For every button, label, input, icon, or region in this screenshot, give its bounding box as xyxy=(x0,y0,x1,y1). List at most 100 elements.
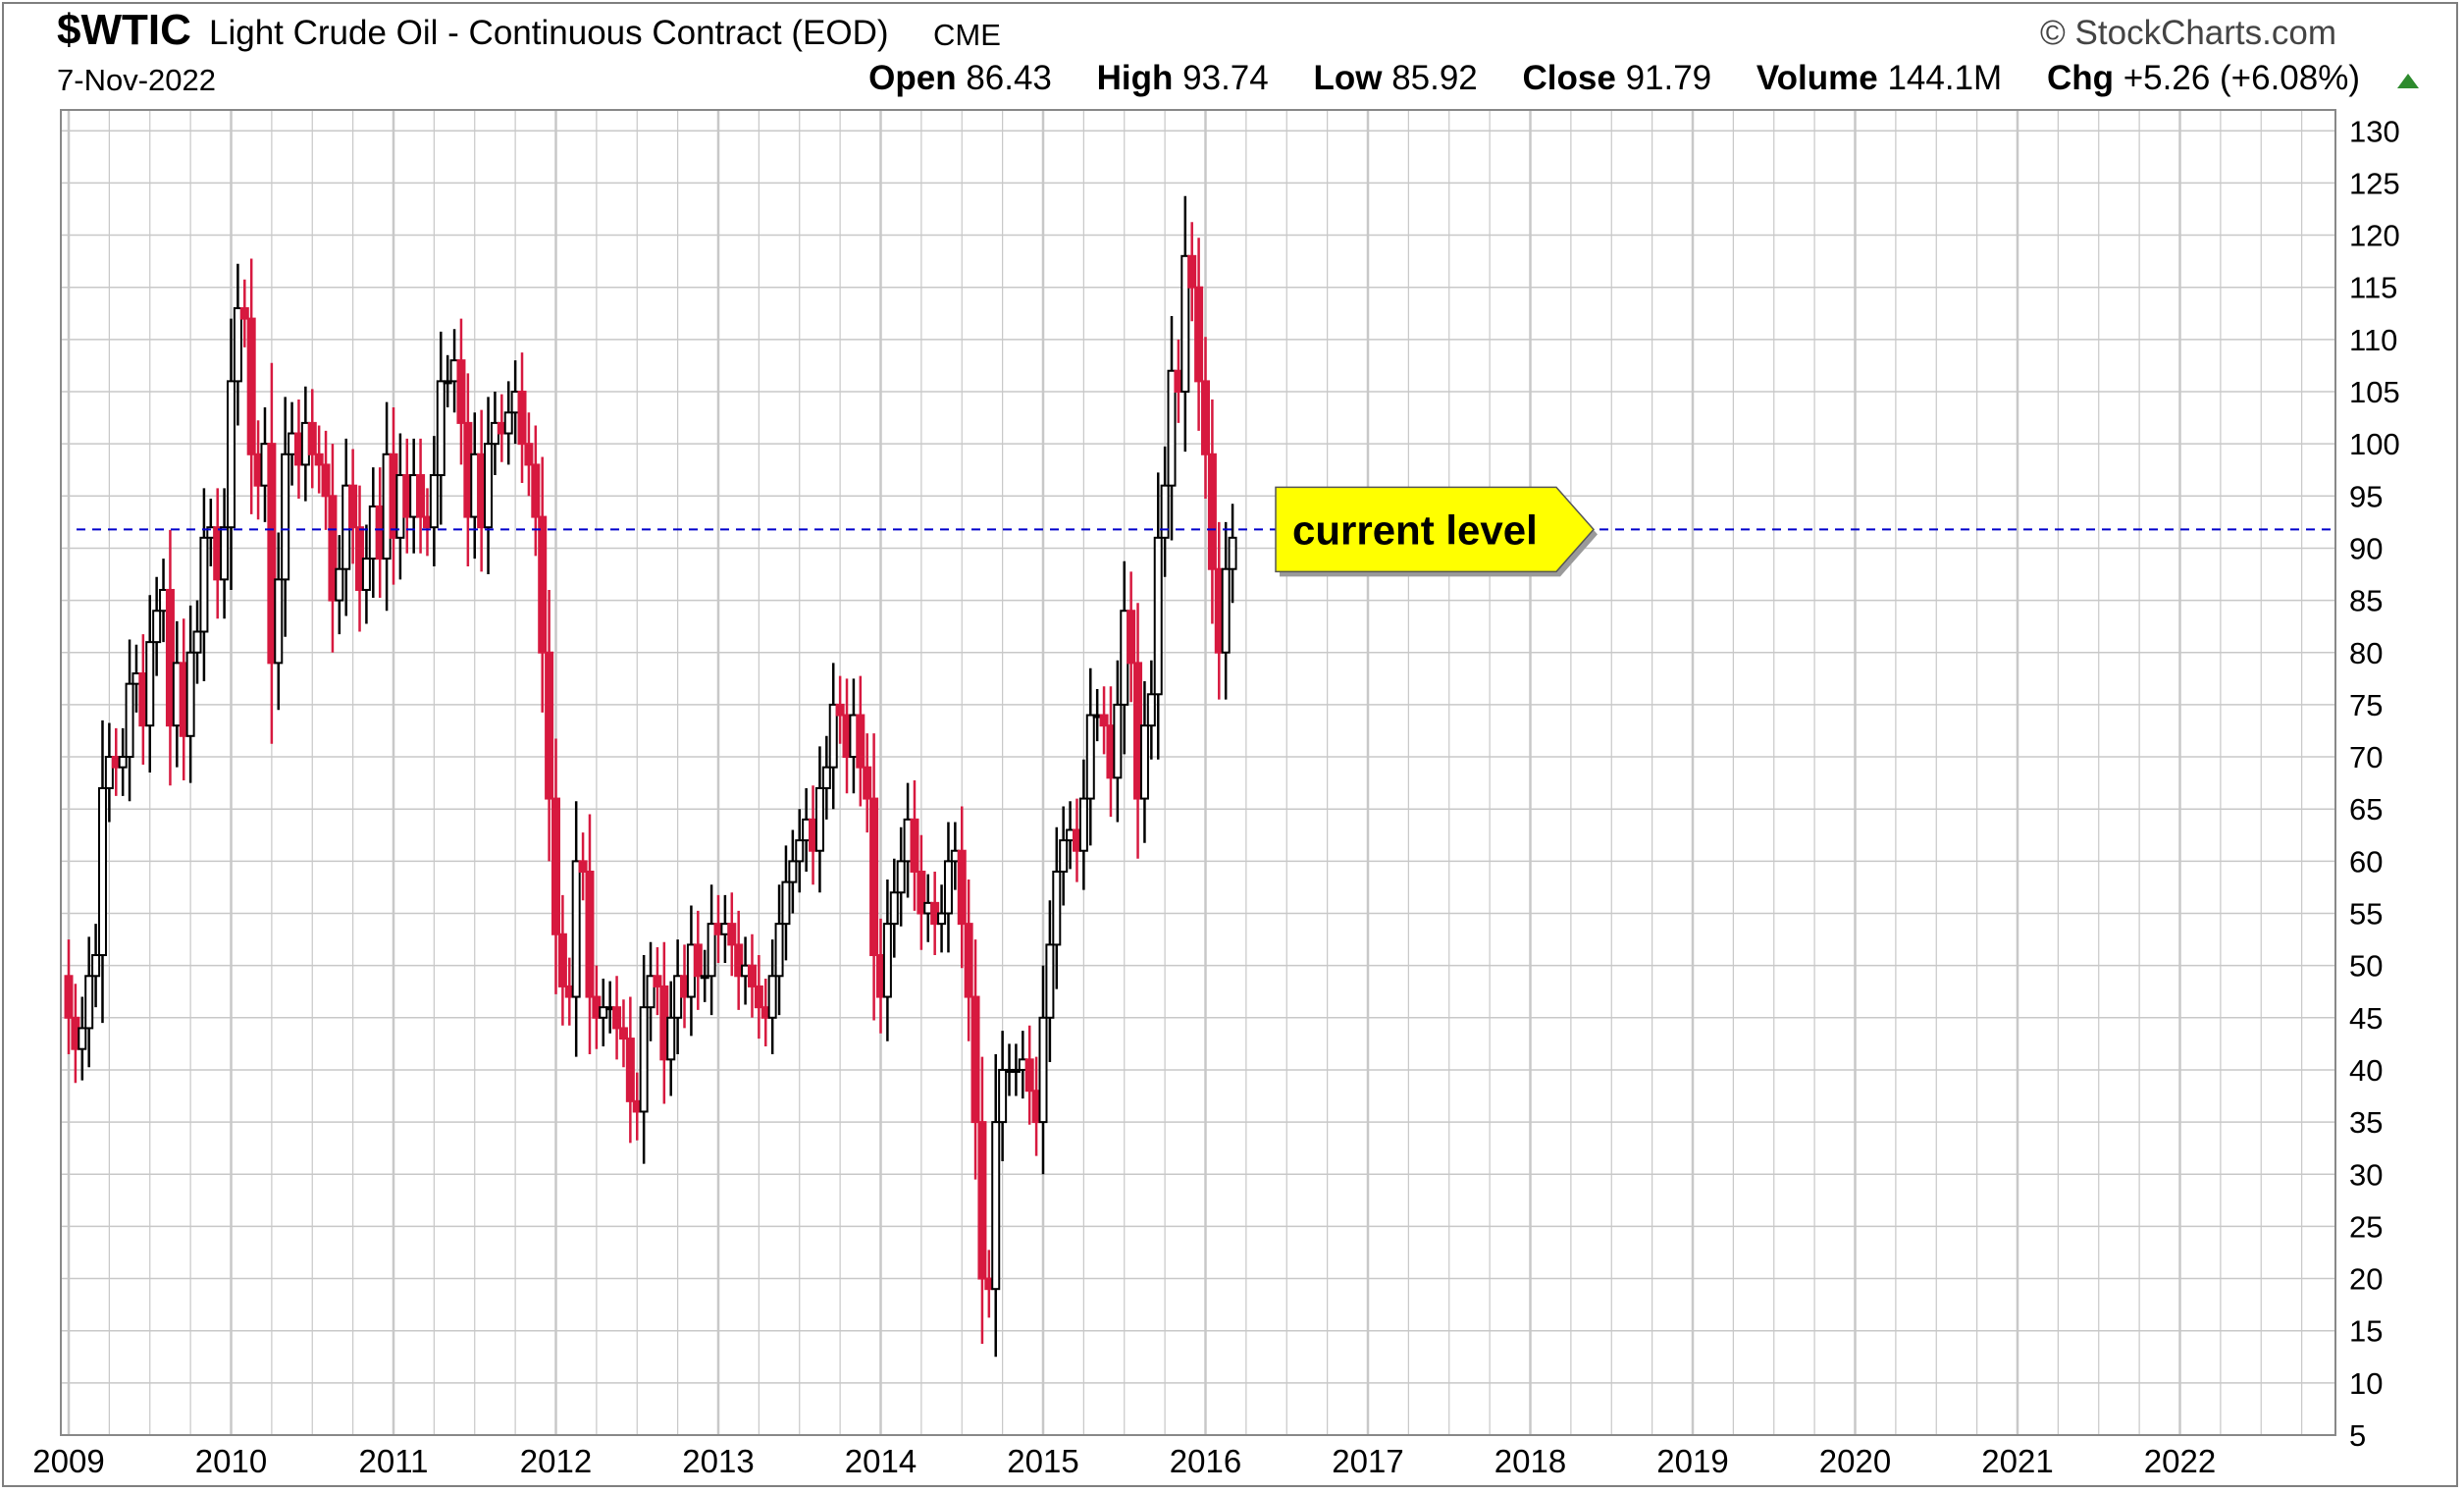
quote-date: 7-Nov-2022 xyxy=(57,63,216,97)
candle xyxy=(348,449,358,564)
candle xyxy=(578,832,588,901)
candle-body xyxy=(835,703,845,717)
candle xyxy=(1146,660,1156,760)
candle xyxy=(612,976,622,1060)
candle-body xyxy=(227,380,236,529)
candle xyxy=(1160,446,1170,577)
x-tick-label: 2021 xyxy=(1981,1443,2053,1479)
candle-body xyxy=(937,912,947,926)
candle xyxy=(863,733,872,833)
candle-body xyxy=(1207,453,1217,570)
y-tick-label: 80 xyxy=(2349,636,2383,670)
candle-body xyxy=(639,1006,649,1113)
candle-body xyxy=(646,975,655,1009)
candle xyxy=(937,884,947,953)
candle-body xyxy=(551,797,560,935)
candle xyxy=(456,318,466,465)
candle xyxy=(747,933,757,1018)
candle xyxy=(443,354,452,407)
candle xyxy=(227,318,236,590)
instrument-name: Light Crude Oil - Continuous Contract (E… xyxy=(209,14,889,52)
candle xyxy=(1228,504,1237,604)
candle-body xyxy=(727,923,737,946)
candle xyxy=(646,941,655,1041)
candle xyxy=(734,910,744,1010)
candle-body xyxy=(707,923,716,978)
candle xyxy=(795,809,805,893)
candle xyxy=(484,397,494,575)
candle-body xyxy=(618,1027,628,1040)
candle-body xyxy=(165,588,175,727)
y-tick-label: 50 xyxy=(2349,949,2383,984)
brand: © StockCharts.com xyxy=(2040,14,2336,53)
candle xyxy=(998,1031,1008,1161)
candle xyxy=(220,488,230,619)
candle xyxy=(767,939,777,1055)
candle-body xyxy=(239,306,249,320)
candle-body xyxy=(814,786,824,852)
candle-body xyxy=(910,818,919,873)
candle xyxy=(1139,680,1149,843)
candle xyxy=(91,924,101,1008)
candle-body xyxy=(274,578,284,665)
candle-body xyxy=(970,995,980,1124)
candle xyxy=(267,362,277,744)
copyright-icon: © xyxy=(2040,14,2075,52)
candle-body xyxy=(185,651,195,737)
candle xyxy=(957,806,967,969)
x-tick-label: 2022 xyxy=(2144,1443,2216,1479)
candle-body xyxy=(152,610,162,644)
candle-body xyxy=(307,421,317,455)
candle xyxy=(557,894,567,1026)
open-value: 86.43 xyxy=(966,59,1052,97)
candle xyxy=(666,981,676,1096)
candle-body xyxy=(538,515,548,654)
candle xyxy=(1085,667,1095,846)
candle xyxy=(1127,571,1136,703)
open-label: Open xyxy=(868,59,957,97)
candle-body xyxy=(821,766,831,789)
x-tick-label: 2011 xyxy=(359,1443,429,1479)
candle-body xyxy=(1085,714,1095,800)
candle-body xyxy=(503,411,513,435)
candle-body xyxy=(328,495,338,602)
candle xyxy=(185,605,195,783)
candle-body xyxy=(693,943,703,978)
candle-body xyxy=(856,714,865,769)
candle-body xyxy=(335,567,344,602)
candle-body xyxy=(233,306,242,383)
y-tick-label: 110 xyxy=(2349,323,2397,357)
candle xyxy=(727,892,737,977)
candle xyxy=(335,535,344,635)
candle-body xyxy=(571,860,581,998)
candle-body xyxy=(1153,536,1163,696)
brand-text: StockCharts.com xyxy=(2074,14,2336,52)
candle xyxy=(910,779,919,911)
candle-body xyxy=(774,923,784,978)
candle-body xyxy=(97,786,107,957)
candle-body xyxy=(281,453,290,581)
candle-body xyxy=(863,766,872,800)
y-tick-label: 65 xyxy=(2349,792,2383,826)
y-tick-label: 5 xyxy=(2349,1418,2366,1453)
candle-body xyxy=(118,756,128,769)
candle-body xyxy=(1180,254,1190,394)
candle-body xyxy=(1228,536,1237,570)
candle-body xyxy=(869,797,879,957)
candle-body xyxy=(585,870,595,998)
candle xyxy=(1113,660,1123,823)
callout-label: current level xyxy=(1292,507,1538,553)
candle xyxy=(239,279,249,347)
candle xyxy=(814,746,824,893)
candle xyxy=(97,720,107,1024)
y-tick-label: 95 xyxy=(2349,479,2383,513)
candle xyxy=(321,430,331,530)
candle xyxy=(64,939,74,1055)
y-tick-label: 15 xyxy=(2349,1314,2383,1349)
high-label: High xyxy=(1096,59,1174,97)
candle xyxy=(896,826,906,927)
y-tick-label: 30 xyxy=(2349,1157,2383,1192)
candle xyxy=(416,438,426,554)
candle xyxy=(1201,337,1210,499)
plot-area-border xyxy=(60,109,2336,1436)
